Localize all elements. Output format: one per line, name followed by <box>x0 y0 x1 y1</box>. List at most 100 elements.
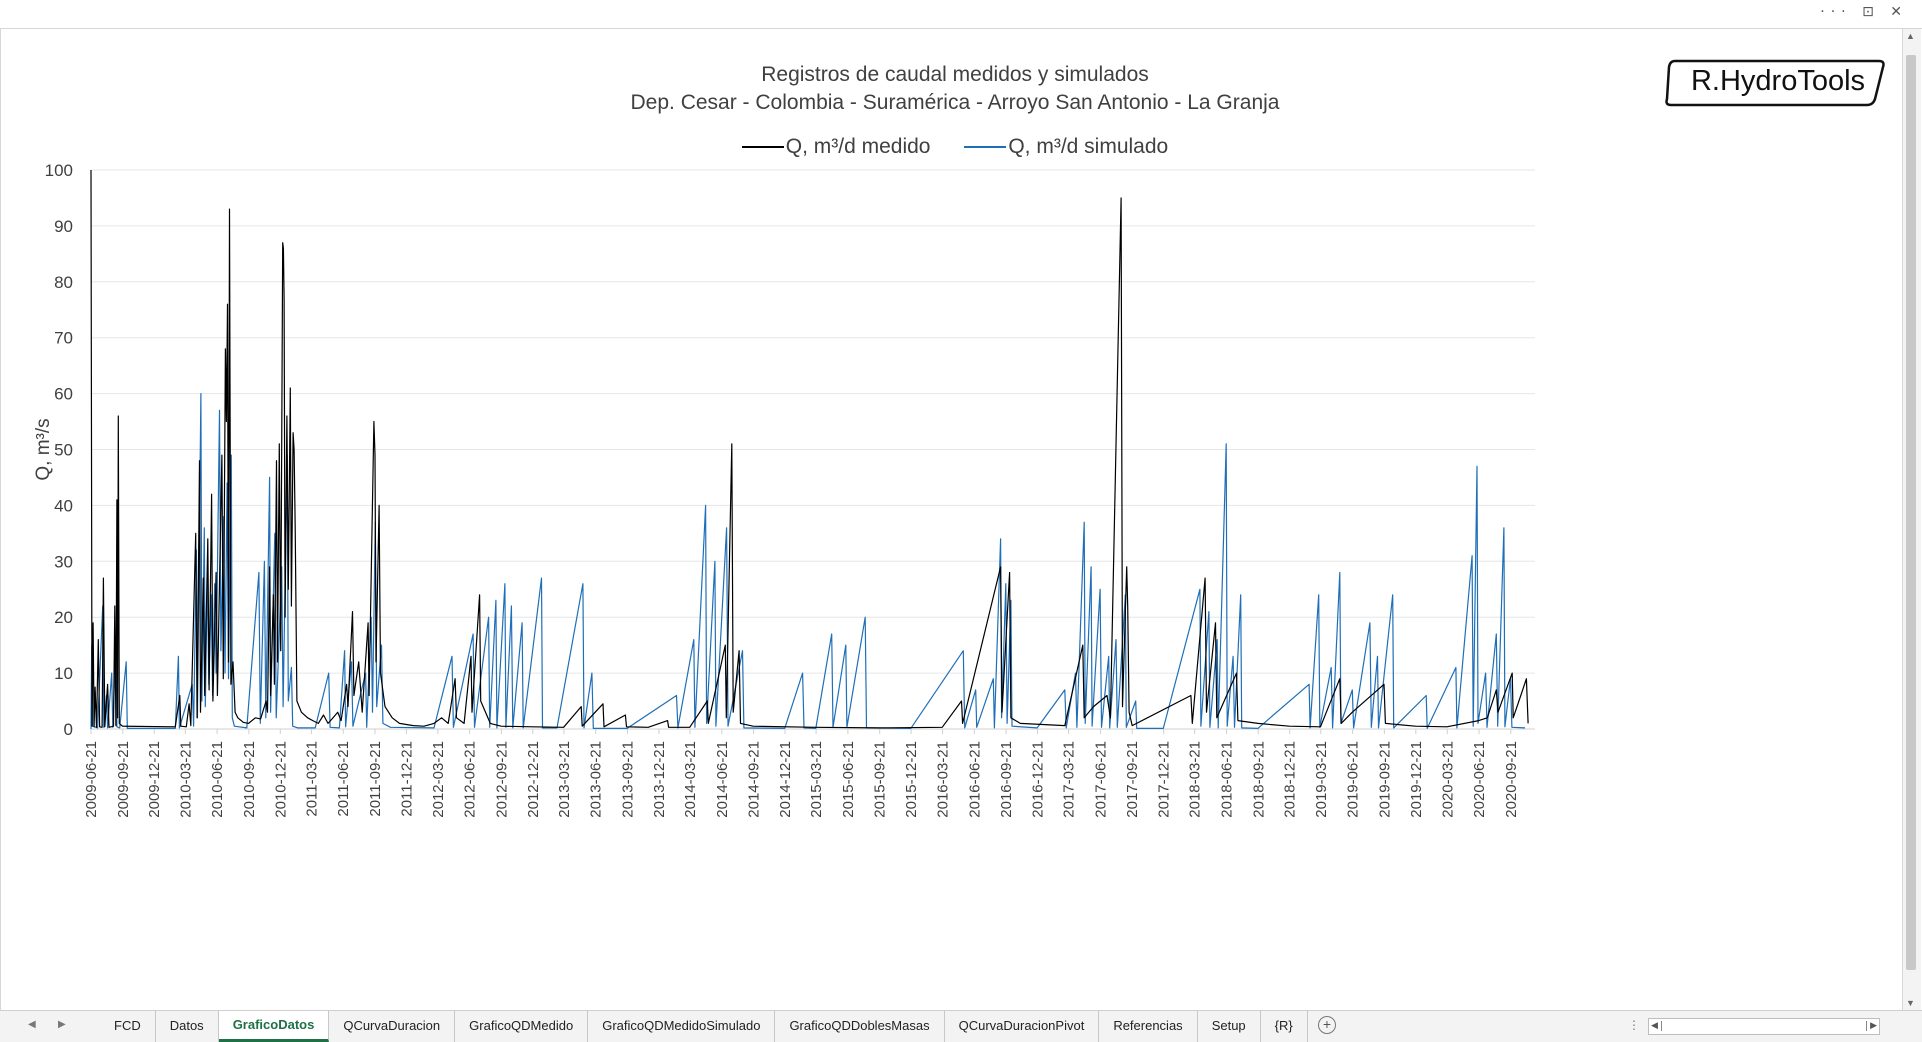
chart-subtitle: Dep. Cesar - Colombia - Suramérica - Arr… <box>630 91 1280 114</box>
vertical-scroll-thumb[interactable] <box>1906 55 1916 970</box>
x-tick-label: 2020-06-21 <box>1471 741 1488 818</box>
x-tick-label: 2015-03-21 <box>808 741 825 818</box>
y-tick-label: 60 <box>54 385 73 404</box>
y-tick-label: 40 <box>54 496 73 515</box>
tab-referencias[interactable]: Referencias <box>1099 1011 1198 1042</box>
x-tick-label: 2014-09-21 <box>746 741 763 818</box>
x-tick-label: 2016-06-21 <box>966 741 983 818</box>
scroll-up-icon[interactable]: ▲ <box>1906 31 1915 41</box>
x-tick-label: 2019-12-21 <box>1408 741 1425 818</box>
tab-datos[interactable]: Datos <box>156 1011 219 1042</box>
x-tick-label: 2009-12-21 <box>146 741 163 818</box>
series-line-measured <box>90 169 1529 729</box>
y-axis-label: Q, m³/s <box>33 418 54 480</box>
x-tick-label: 2013-03-21 <box>556 741 573 818</box>
x-tick-label: 2019-09-21 <box>1376 741 1393 818</box>
legend-swatch-simulated <box>964 146 1007 148</box>
vertical-scrollbar[interactable]: ▲ ▼ <box>1902 29 1921 1010</box>
x-tick-label: 2014-03-21 <box>682 741 699 818</box>
x-tick-label: 2016-09-21 <box>998 741 1015 818</box>
y-tick-label: 0 <box>64 720 73 739</box>
x-tick-label: 2015-06-21 <box>840 741 857 818</box>
x-tick-label: 2012-06-21 <box>462 741 479 818</box>
tab-graficoqdmedidosimulado[interactable]: GraficoQDMedidoSimulado <box>588 1011 776 1042</box>
window-top-bar: ··· ⊡ ✕ <box>0 0 1922 29</box>
y-tick-label: 80 <box>54 273 73 292</box>
tab-fcd[interactable]: FCD <box>100 1011 156 1042</box>
x-tick-label: 2018-09-21 <box>1250 741 1267 818</box>
horizontal-scroll-thumb[interactable] <box>1661 1021 1867 1031</box>
x-tick-label: 2018-12-21 <box>1282 741 1299 818</box>
tab-scroll-right-icon[interactable]: ▶ <box>58 1019 66 1030</box>
legend-swatch-measured <box>741 146 784 148</box>
tab-r[interactable]: {R} <box>1261 1011 1308 1042</box>
scroll-left-icon[interactable]: ◀ <box>1651 1020 1658 1030</box>
tab-bar-splitter-icon[interactable]: ⋮ <box>1628 1018 1640 1032</box>
window-controls[interactable]: ··· ⊡ ✕ <box>1820 4 1908 20</box>
y-tick-label: 10 <box>54 664 73 683</box>
x-tick-label: 2019-03-21 <box>1313 741 1330 818</box>
sheet-tabs: FCD Datos GraficoDatos QCurvaDuracion Grafic… <box>100 1011 1308 1042</box>
x-tick-label: 2009-06-21 <box>83 741 100 818</box>
x-tick-label: 2015-12-21 <box>903 741 920 818</box>
y-tick-label: 70 <box>54 329 73 348</box>
x-tick-label: 2010-06-21 <box>209 741 226 818</box>
x-tick-label: 2010-12-21 <box>272 741 289 818</box>
tab-scroll-left-icon[interactable]: ◀ <box>28 1019 36 1030</box>
x-tick-label: 2009-09-21 <box>115 741 132 818</box>
x-tick-label: 2013-12-21 <box>651 741 668 818</box>
tab-setup[interactable]: Setup <box>1198 1011 1261 1042</box>
x-tick-label: 2018-06-21 <box>1219 741 1236 818</box>
brand-logo-text: R.HydroTools <box>1690 65 1866 97</box>
x-tick-label: 2020-09-21 <box>1503 741 1520 818</box>
y-tick-label: 30 <box>54 552 73 571</box>
legend-entry-measured: Q, m³/d medido <box>741 135 931 159</box>
y-tick-label: 20 <box>54 608 73 627</box>
x-tick-label: 2010-03-21 <box>177 741 194 818</box>
legend-entry-simulated: Q, m³/d simulado <box>964 135 1168 159</box>
x-tick-label: 2016-03-21 <box>935 741 952 818</box>
x-tick-label: 2017-06-21 <box>1092 741 1109 818</box>
chart-plot: 0 10 20 30 40 50 60 70 80 90 100 2009-06-21 2009-09-… <box>33 161 1535 818</box>
x-tick-label: 2011-09-21 <box>367 741 384 817</box>
x-tick-label: 2010-09-21 <box>241 741 258 818</box>
add-sheet-icon[interactable]: + <box>1318 1016 1336 1034</box>
y-tick-label: 100 <box>45 161 73 180</box>
scroll-right-icon[interactable]: ▶ <box>1870 1020 1877 1030</box>
tab-qcurvaduracionpivot[interactable]: QCurvaDuracionPivot <box>945 1011 1100 1042</box>
worksheet: 0 10 20 30 40 50 60 70 80 90 100 2009-06-21 2009-09-… <box>0 29 1901 1010</box>
x-tick-label: 2012-12-21 <box>525 741 542 818</box>
horizontal-scrollbar[interactable]: ◀ ▶ <box>1648 1018 1880 1035</box>
x-tick-label: 2017-12-21 <box>1156 741 1173 818</box>
y-tick-label: 50 <box>54 441 73 460</box>
x-tick-label: 2011-12-21 <box>398 741 415 817</box>
x-tick-label: 2014-12-21 <box>777 741 794 818</box>
x-tick-label: 2011-06-21 <box>335 741 352 817</box>
x-tick-label: 2018-03-21 <box>1187 741 1204 818</box>
x-tick-label: 2011-03-21 <box>303 741 320 817</box>
x-tick-label: 2020-03-21 <box>1439 741 1456 818</box>
legend-label-measured: Q, m³/d medido <box>785 135 931 158</box>
tab-graficodatos[interactable]: GraficoDatos <box>218 1011 330 1042</box>
tab-graficoqdmedido[interactable]: GraficoQDMedido <box>455 1011 589 1042</box>
x-tick-label: 2013-06-21 <box>588 741 605 818</box>
scroll-down-icon[interactable]: ▼ <box>1906 998 1915 1008</box>
x-tick-label: 2019-06-21 <box>1345 741 1362 818</box>
x-tick-label: 2017-09-21 <box>1124 741 1141 818</box>
chart-area[interactable]: 0 10 20 30 40 50 60 70 80 90 100 2009-06-21 2009-09-… <box>25 39 1885 1007</box>
x-tick-label: 2016-12-21 <box>1030 741 1047 818</box>
x-tick-label: 2012-09-21 <box>493 741 510 818</box>
x-tick-label: 2015-09-21 <box>872 741 889 818</box>
x-tick-label: 2012-03-21 <box>430 741 447 818</box>
x-tick-label: 2014-06-21 <box>714 741 731 818</box>
series-line-simulated <box>90 393 1526 730</box>
chart-title: Registros de caudal medidos y simulados <box>761 63 1149 86</box>
x-tick-label: 2013-09-21 <box>619 741 636 818</box>
chart-legend: Q, m³/d medido Q, m³/d simulado <box>25 130 1885 159</box>
tab-qcurvaduracion[interactable]: QCurvaDuracion <box>329 1011 456 1042</box>
legend-label-simulated: Q, m³/d simulado <box>1008 135 1169 158</box>
tab-graficoqddoblesmasas[interactable]: GraficoQDDoblesMasas <box>775 1011 945 1042</box>
x-tick-label: 2017-03-21 <box>1061 741 1078 818</box>
brand-logo-frame <box>1665 59 1885 107</box>
y-tick-label: 90 <box>54 217 73 236</box>
